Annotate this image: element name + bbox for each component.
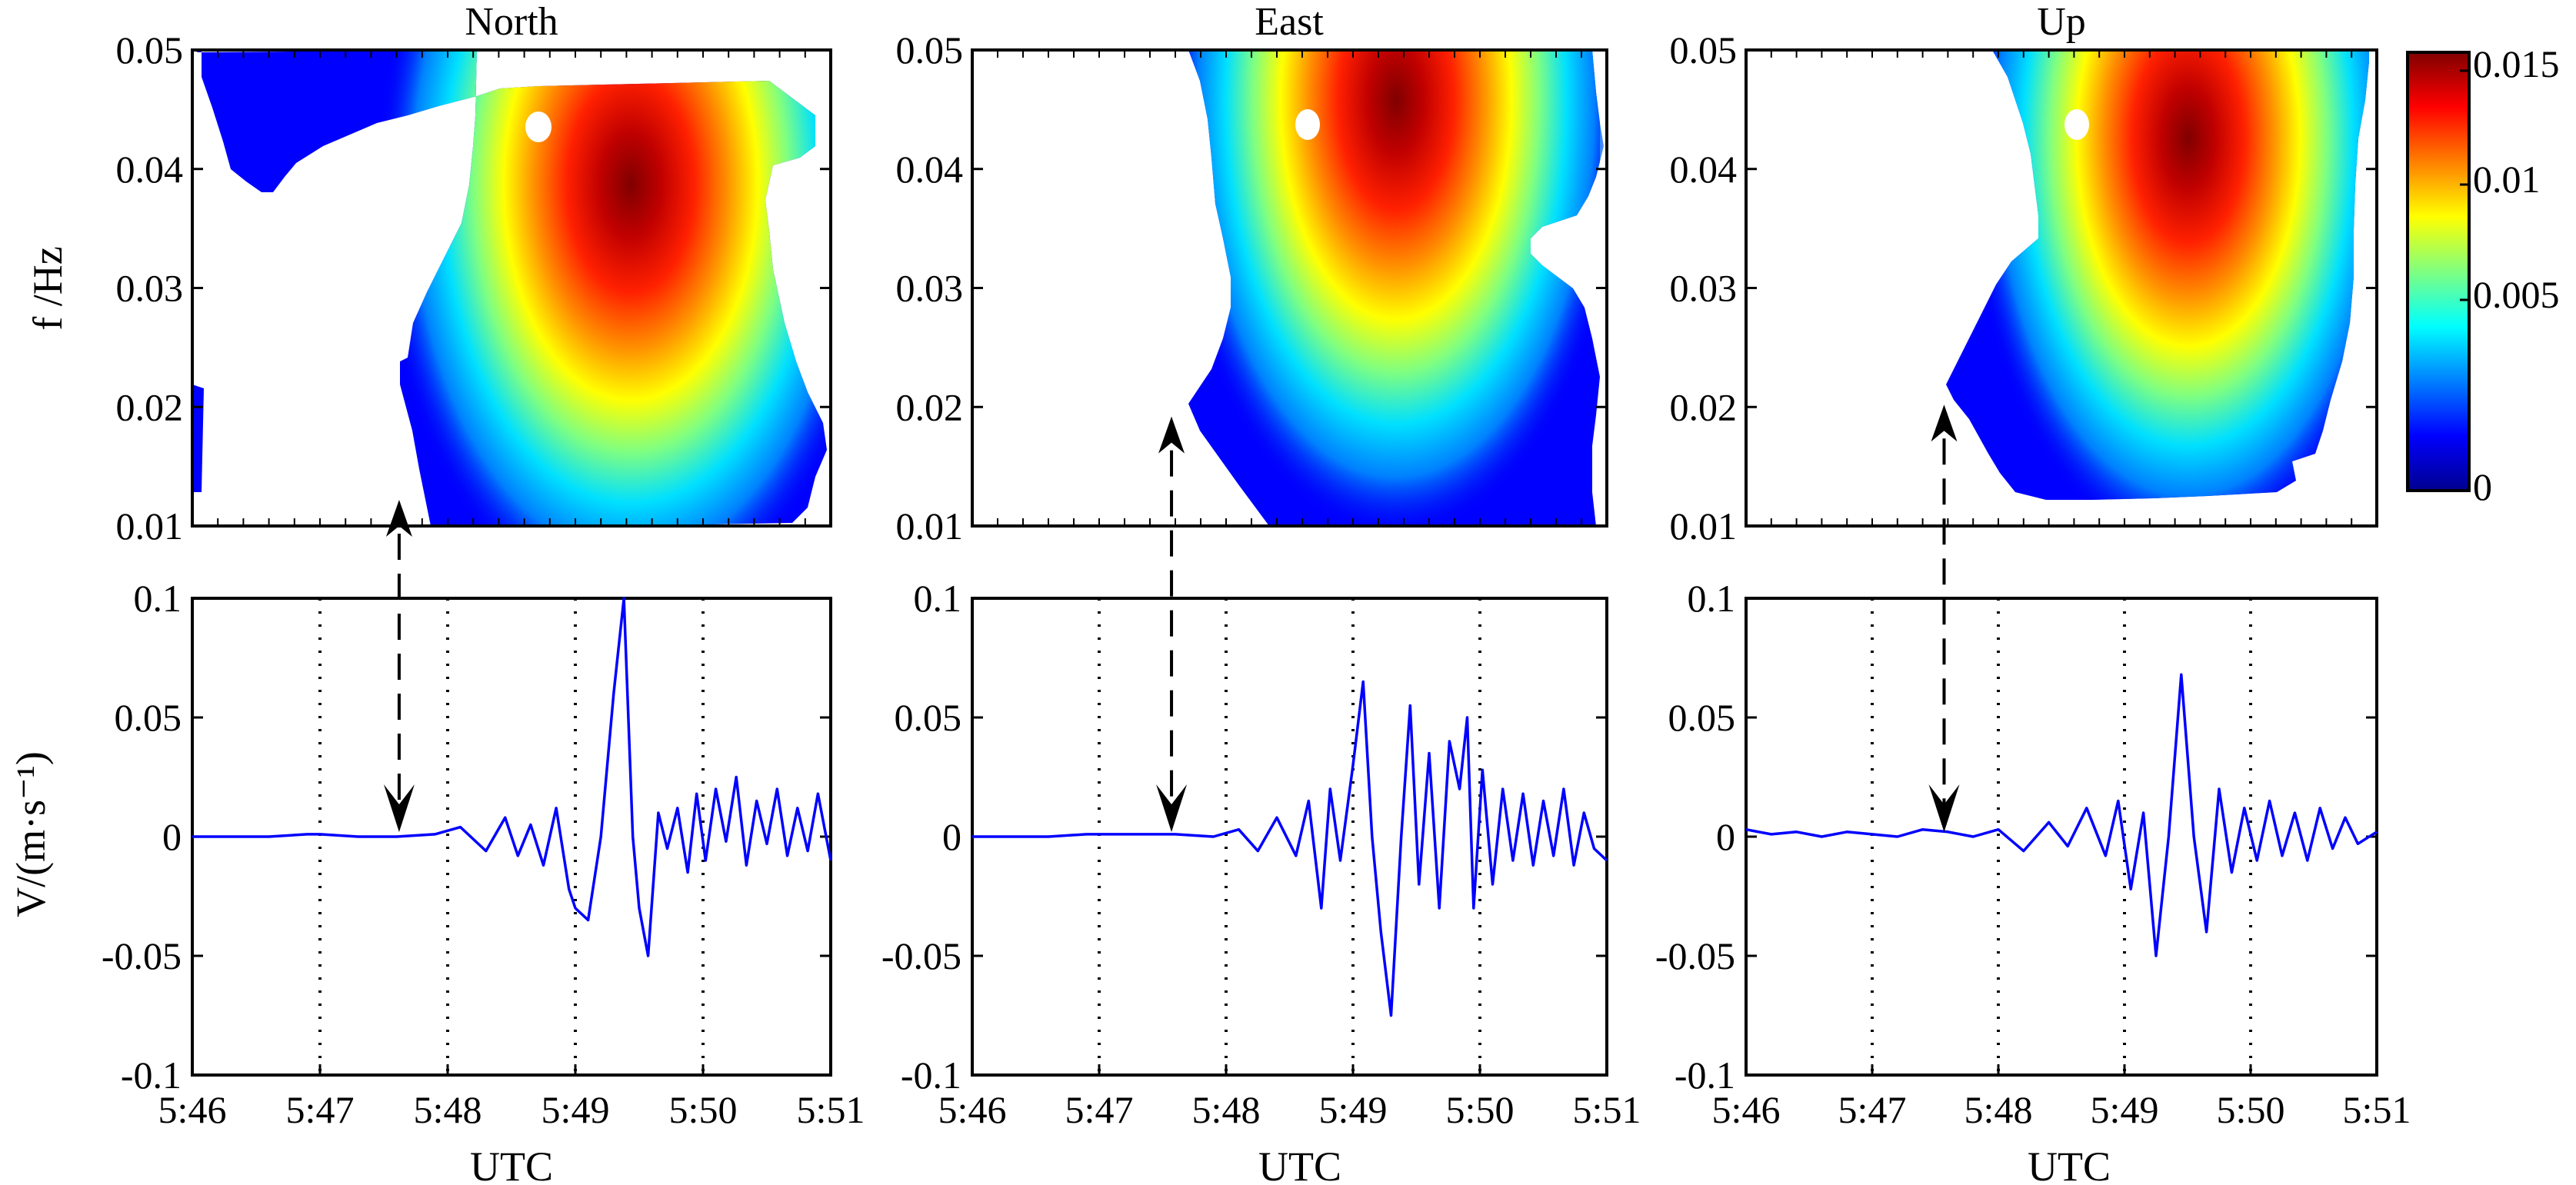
spectrogram-east-ytick-label: 0.01	[896, 504, 964, 548]
waveform-east-onset-arrowhead	[1156, 784, 1188, 832]
spectrogram-up-ytick-label: 0.02	[1670, 385, 1738, 428]
waveform-north-xlabel: UTC	[470, 1143, 553, 1185]
waveform-east-ytick-label: -0.05	[881, 934, 961, 977]
waveform-east-xtick-label: 5:50	[1446, 1088, 1515, 1131]
colorbar-tick-label: 0.01	[2473, 158, 2541, 201]
waveform-up-xtick-label: 5:46	[1712, 1088, 1781, 1131]
spectrogram-up-ytick-label: 0.04	[1670, 148, 1738, 191]
waveform-up-ytick-label: 0.1	[1688, 577, 1736, 620]
waveform-north-xtick-label: 5:47	[286, 1088, 355, 1131]
spectrogram-north-edge-patch	[192, 384, 204, 492]
waveform-north-trace	[192, 597, 832, 957]
waveform-north-xtick-label: 5:51	[797, 1088, 865, 1131]
spectrogram-north-ytick-label: 0.03	[116, 267, 184, 310]
colorbar-gradient	[2406, 51, 2471, 492]
waveform-north-xtick-label: 5:50	[669, 1088, 738, 1131]
waveform-east-xtick-label: 5:47	[1065, 1088, 1134, 1131]
waveform-east-ytick-label: 0.1	[914, 577, 962, 620]
waveform-north-ytick-label: 0.05	[115, 696, 182, 739]
waveform-north-ytick-label: 0	[162, 815, 182, 858]
waveform-up-xtick-label: 5:47	[1838, 1088, 1907, 1131]
waveform-north-xtick-label: 5:49	[542, 1088, 610, 1131]
waveform-east-xlabel: UTC	[1258, 1143, 1341, 1185]
spectrogram-east-ytick-label: 0.05	[896, 28, 964, 72]
spectrogram-north-ytick-label: 0.01	[116, 504, 184, 548]
waveform-up-xtick-label: 5:50	[2217, 1088, 2285, 1131]
waveform-north-onset-arrowhead	[383, 784, 415, 832]
waveform-north-ytick-label: -0.1	[121, 1054, 182, 1097]
waveform-up-ytick-label: 0.05	[1668, 696, 1736, 739]
waveform-up-trace	[1745, 673, 2378, 957]
waveform-ylabel: V/(m·s⁻¹)	[8, 751, 54, 917]
waveform-east-ytick-label: -0.1	[901, 1054, 961, 1097]
spectrogram-north: North	[191, 0, 832, 528]
spectrogram-east-ytick-label: 0.02	[896, 385, 964, 428]
spectrogram-north-onset-arrowhead	[385, 500, 412, 537]
waveform-up-xtick-label: 5:48	[1964, 1088, 2033, 1131]
colorbar: 0.015 0.01 0.005 0	[2406, 42, 2560, 508]
colorbar-tick-label: 0.005	[2473, 273, 2560, 316]
colorbar-tick-label: 0.015	[2473, 42, 2560, 85]
waveform-east-ytick-label: 0.05	[895, 696, 962, 739]
waveform-north-xtick-label: 5:48	[414, 1088, 482, 1131]
spectrogram-up-onset-arrowhead	[1931, 404, 1958, 442]
spectrogram-north-title: North	[465, 0, 558, 44]
spectrogram-up-ytick-label: 0.05	[1670, 28, 1738, 72]
spectrogram-north-energy	[377, 50, 827, 526]
waveform-up-onset-arrowhead	[1928, 784, 1960, 832]
spectrogram-up-energy	[1965, 50, 2369, 500]
spectrogram-east-energy	[1165, 50, 1604, 526]
spectrogram-north-ytick-label: 0.02	[116, 385, 184, 428]
generated-marks: 0.01 0.02 0.03 0.04 0.05 0.01 0.02 0.03 0.04 0.05…	[102, 28, 2411, 1131]
spectrogram-up: Up	[1745, 0, 2378, 528]
spectrogram-up-title: Up	[2037, 0, 2086, 44]
spectrogram-up-ytick-label: 0.01	[1670, 504, 1738, 548]
waveform-up-ytick-label: -0.1	[1675, 1054, 1735, 1097]
spectrogram-north-hole	[525, 112, 552, 142]
spectrogram-up-ytick-label: 0.03	[1670, 267, 1738, 310]
waveform-up-ytick-label: -0.05	[1655, 934, 1735, 977]
spectrogram-east-onset-arrowhead	[1158, 416, 1185, 454]
waveform-up-ytick-label: 0	[1716, 815, 1735, 858]
waveform-east-xtick-label: 5:48	[1192, 1088, 1261, 1131]
waveform-east-trace	[972, 680, 1608, 1017]
spectrogram-north-ytick-label: 0.04	[116, 148, 184, 191]
spectrogram-east: East	[971, 0, 1608, 528]
spectrogram-east-ytick-label: 0.03	[896, 267, 964, 310]
colorbar-tick-label: 0	[2473, 465, 2492, 508]
waveform-east-xtick-label: 5:51	[1573, 1088, 1641, 1131]
waveform-east-ytick-label: 0	[942, 815, 961, 858]
spectrogram-up-hole	[2064, 109, 2089, 140]
waveform-east-xtick-label: 5:46	[938, 1088, 1007, 1131]
spectrogram-east-ytick-label: 0.04	[896, 148, 964, 191]
waveform-up-xlabel: UTC	[2028, 1143, 2111, 1185]
waveform-north-xtick-label: 5:46	[158, 1088, 227, 1131]
waveform-east-xtick-label: 5:49	[1319, 1088, 1388, 1131]
waveform-up-xtick-label: 5:49	[2091, 1088, 2159, 1131]
spectrogram-east-title: East	[1255, 0, 1324, 44]
waveform-up-xtick-label: 5:51	[2343, 1088, 2411, 1131]
waveform-north-ytick-label: 0.1	[134, 577, 182, 620]
spectrogram-ylabel: f /Hz	[25, 246, 71, 330]
spectrogram-east-hole	[1295, 109, 1320, 140]
waveform-north-ytick-label: -0.05	[102, 934, 182, 977]
spectrogram-north-ytick-label: 0.05	[116, 28, 184, 72]
